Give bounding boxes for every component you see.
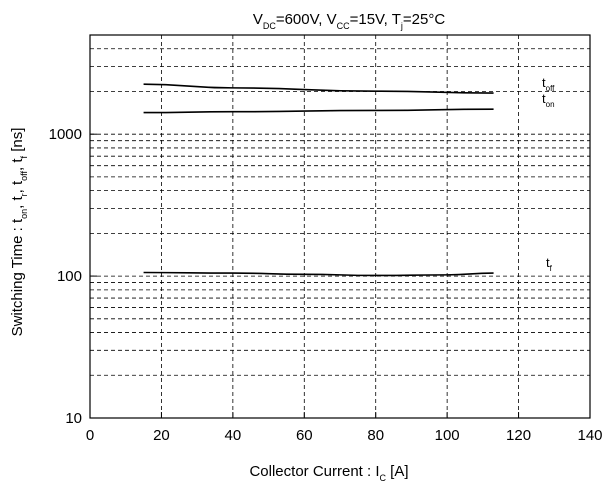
series-label-on: ton​ — [542, 91, 555, 109]
x-tick-label: 120 — [506, 427, 531, 444]
series-line-on — [143, 108, 494, 114]
series-labels: toff​ton​ tf​ — [542, 75, 555, 273]
series-label-off: toff​ — [542, 75, 555, 93]
chart-title: VDC​=600V, VCC​=15V, Tj​=25°C — [253, 11, 446, 31]
series-lines — [143, 83, 494, 277]
x-tick-label: 80 — [367, 427, 384, 444]
x-axis-label: Collector Current : IC​ [A] — [249, 463, 408, 483]
x-tick-labels: 0 20 40 60 80 100 120 140 — [86, 427, 603, 444]
y-axis-label: Switching Time : ton​, tr​, toff​, tf​ [… — [9, 128, 29, 337]
y-tick-label: 100 — [57, 268, 82, 285]
y-tick-label: 1000 — [49, 126, 82, 143]
x-tick-label: 100 — [435, 427, 460, 444]
series-line-f — [143, 271, 494, 277]
series-label-f: tf​ — [546, 255, 553, 273]
y-tick-label: 10 — [65, 410, 82, 427]
series-line-off — [143, 83, 494, 94]
y-tick-labels: 10 100 1000 — [49, 126, 82, 427]
grid — [90, 35, 590, 418]
x-tick-label: 20 — [153, 427, 170, 444]
axis-ticks — [89, 133, 591, 419]
x-tick-label: 140 — [577, 427, 602, 444]
x-tick-label: 0 — [86, 427, 94, 444]
x-tick-label: 40 — [225, 427, 242, 444]
plot-frame — [89, 34, 591, 419]
x-tick-label: 60 — [296, 427, 313, 444]
